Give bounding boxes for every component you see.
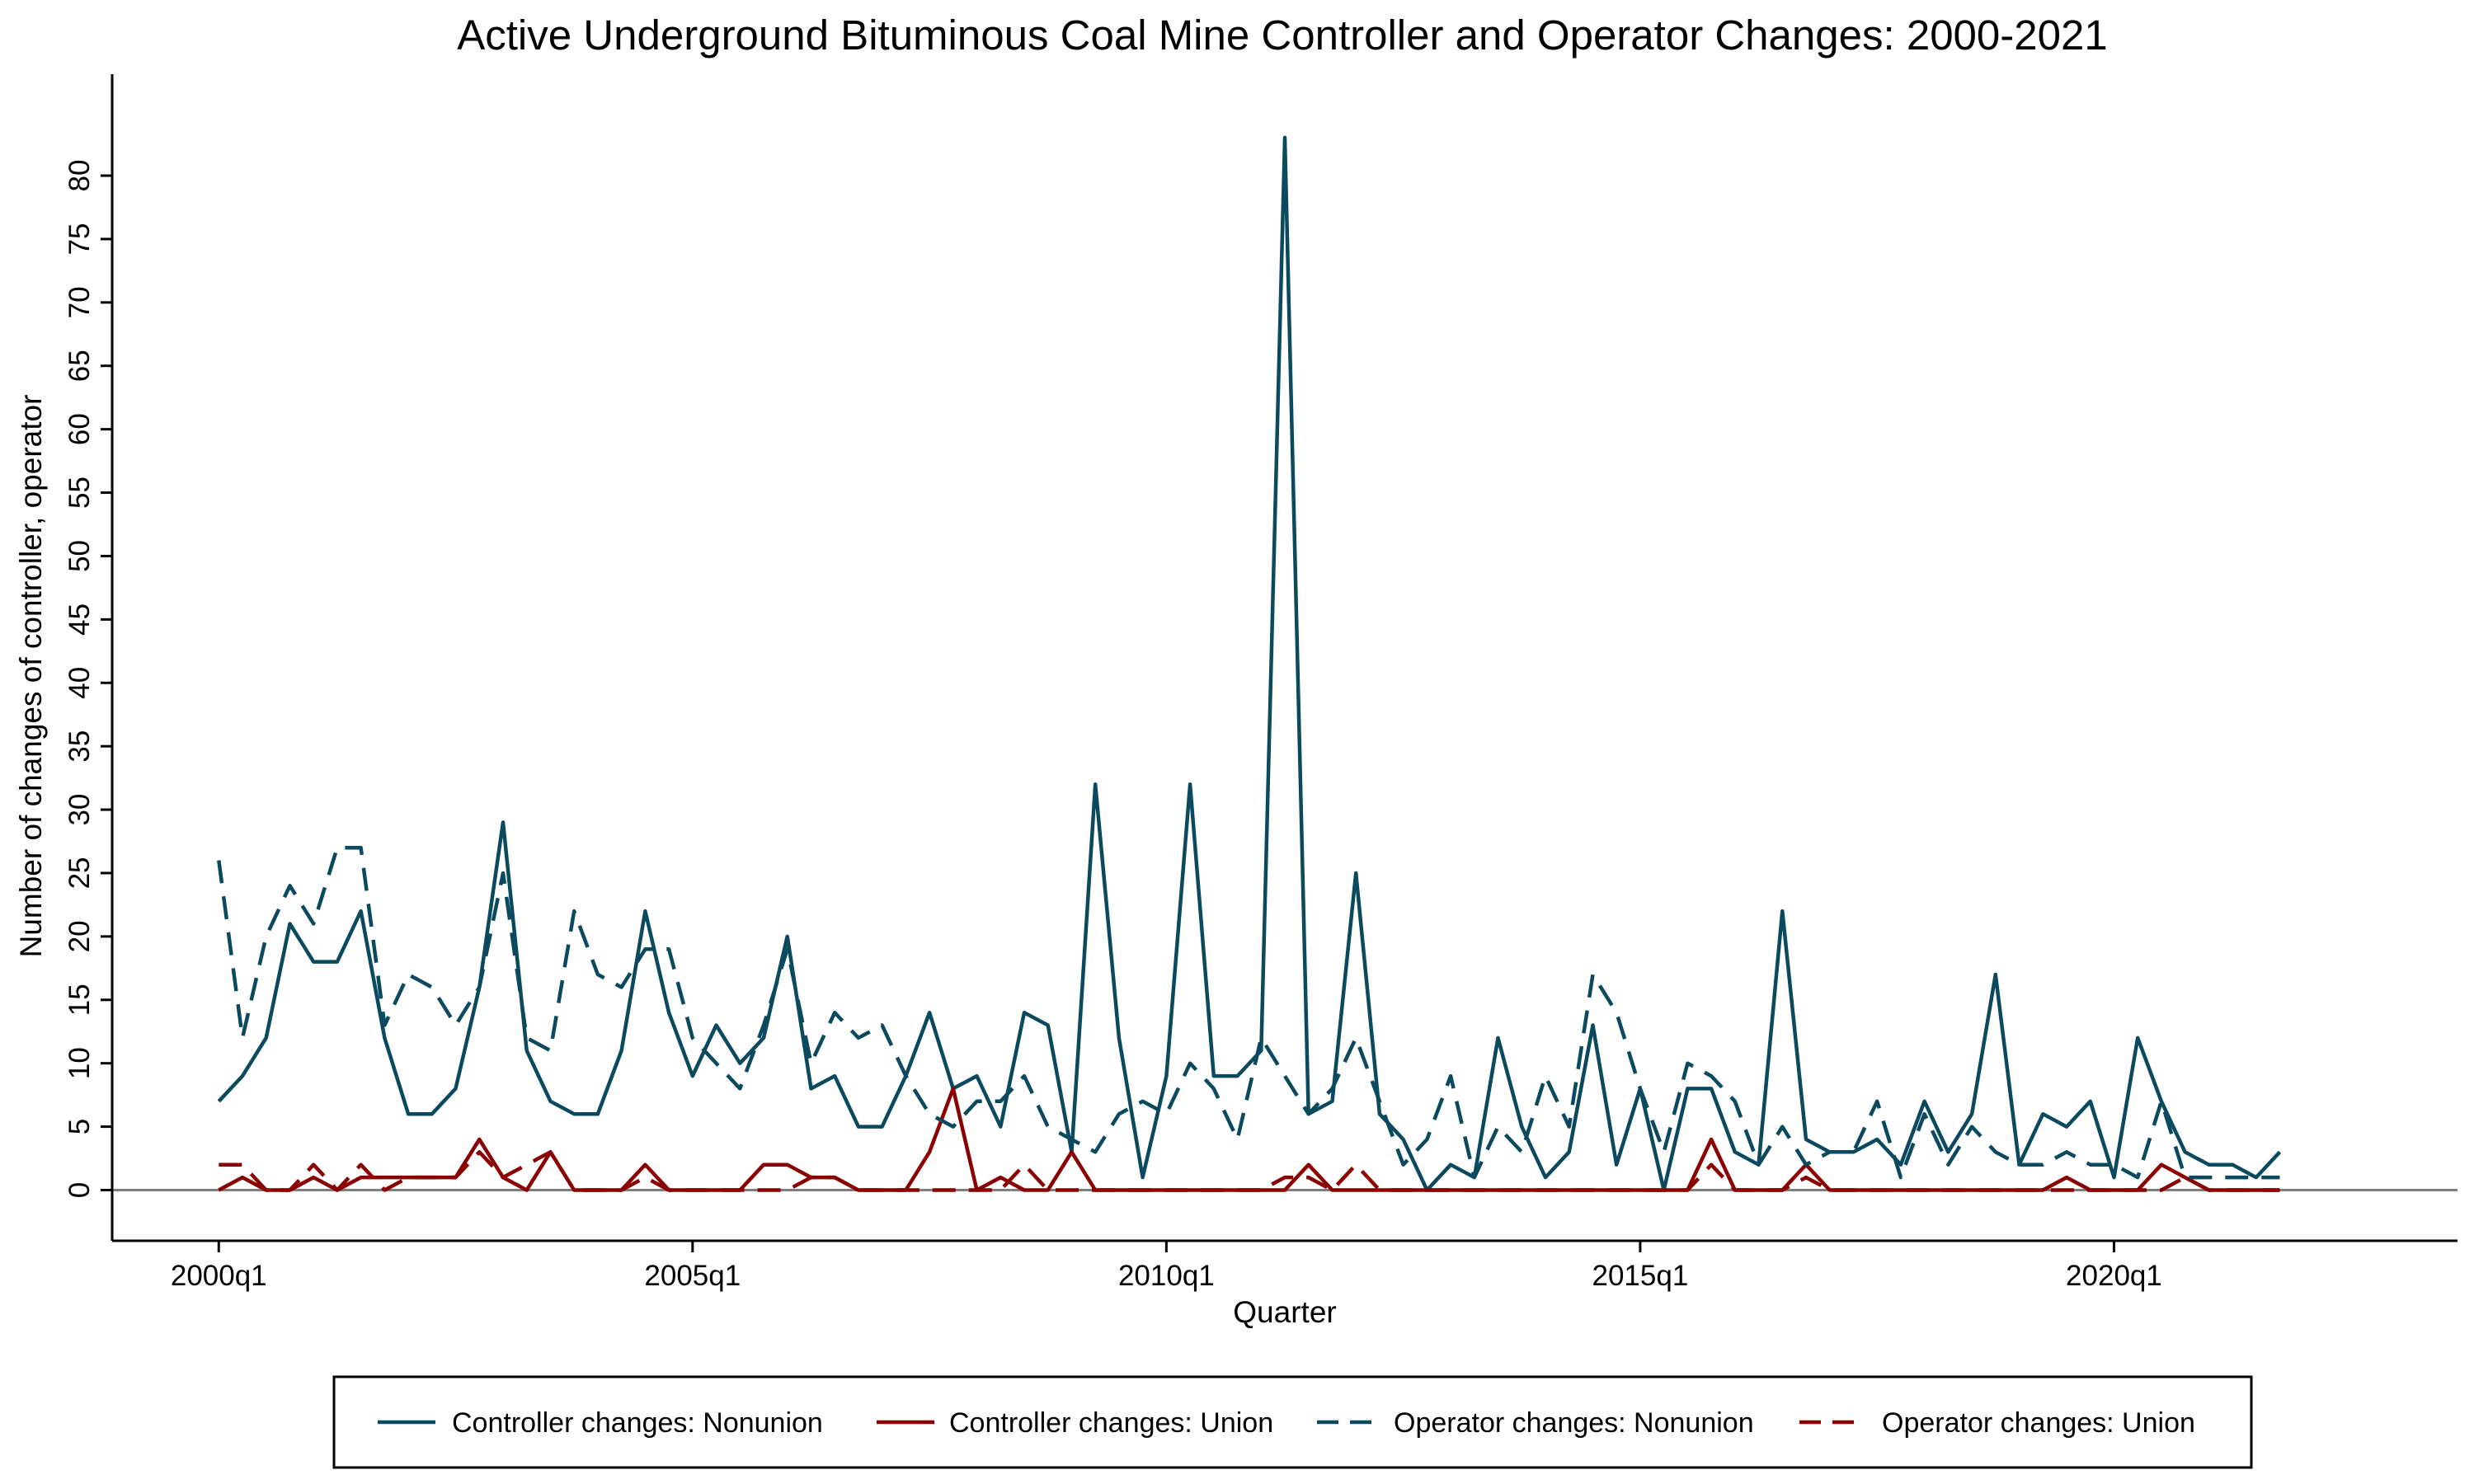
legend-label: Operator changes: Union [1882,1407,2195,1439]
x-tick-label: 2015q1 [1592,1260,1689,1292]
legend-label: Controller changes: Nonunion [452,1407,823,1439]
y-tick-label: 40 [63,667,96,699]
x-tick-label: 2010q1 [1118,1260,1215,1292]
series-line-operator-changes-nonunion [217,845,2280,1180]
y-tick-label: 70 [63,286,96,318]
legend: Controller changes: Nonunion Controller c… [332,1375,2253,1469]
x-tick-label: 2000q1 [171,1260,267,1292]
y-tick-label: 5 [63,1119,96,1134]
x-tick-label: 2020q1 [2066,1260,2162,1292]
y-tick-label: 80 [63,160,96,192]
y-tick-label: 20 [63,920,96,952]
series-line-controller-changes-nonunion [217,135,2282,1192]
y-tick-label: 30 [63,794,96,826]
chart-title: Active Underground Bituminous Coal Mine … [457,12,2107,59]
y-tick-label: 0 [63,1182,96,1198]
legend-items: Controller changes: Nonunion Controller c… [378,1407,2195,1439]
y-axis-ticks: 0 5 10 15 20 25 30 35 40 45 50 55 60 65 70 75 80 [63,160,112,1198]
y-tick-label: 50 [63,540,96,572]
y-tick-label: 75 [63,223,96,255]
series-layer [217,135,2282,1192]
y-tick-label: 15 [63,984,96,1016]
x-axis-ticks: 2000q1 2005q1 2010q1 2015q1 2020q1 [171,1241,2162,1292]
y-tick-label: 45 [63,603,96,636]
y-axis-title: Number of changes of controller, operato… [14,395,48,958]
x-axis-title: Quarter [1233,1295,1336,1329]
x-tick-label: 2005q1 [644,1260,741,1292]
legend-label: Controller changes: Union [949,1407,1273,1439]
legend-box [332,1375,2253,1469]
series-line-controller-changes-union [218,1087,2280,1192]
y-tick-label: 25 [63,857,96,889]
y-tick-label: 55 [63,477,96,509]
legend-label: Operator changes: Nonunion [1394,1407,1754,1439]
series-line-operator-changes-union [219,1150,2280,1192]
y-tick-label: 60 [63,413,96,445]
y-tick-label: 65 [63,350,96,382]
y-tick-label: 10 [63,1047,96,1079]
y-tick-label: 35 [63,730,96,763]
